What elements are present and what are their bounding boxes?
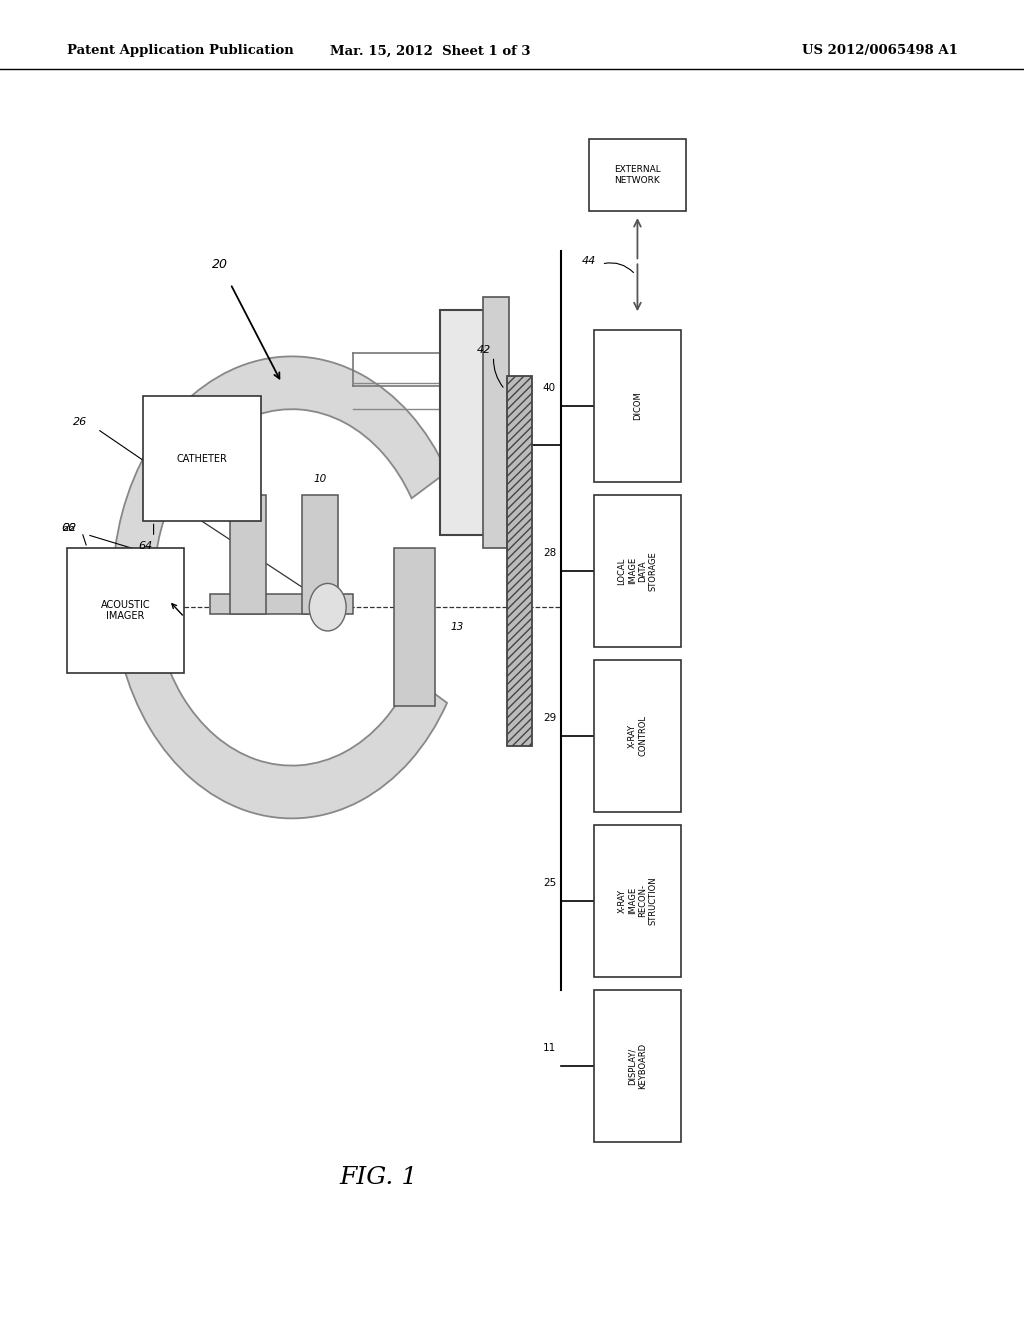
FancyBboxPatch shape <box>483 297 509 548</box>
Wedge shape <box>113 356 447 818</box>
Text: Patent Application Publication: Patent Application Publication <box>67 45 293 57</box>
Text: 66: 66 <box>61 523 76 533</box>
Text: X-RAY
IMAGE
RECON-
STRUCTION: X-RAY IMAGE RECON- STRUCTION <box>617 876 657 925</box>
Circle shape <box>309 583 346 631</box>
FancyBboxPatch shape <box>210 594 353 614</box>
Text: Mar. 15, 2012  Sheet 1 of 3: Mar. 15, 2012 Sheet 1 of 3 <box>330 45 530 57</box>
Text: 13: 13 <box>451 622 464 632</box>
Text: 26: 26 <box>73 417 87 428</box>
Text: 50: 50 <box>242 474 255 484</box>
Text: X-RAY
CONTROL: X-RAY CONTROL <box>628 715 647 756</box>
FancyBboxPatch shape <box>594 660 681 812</box>
Text: LOCAL
IMAGE
DATA
STORAGE: LOCAL IMAGE DATA STORAGE <box>617 550 657 591</box>
Text: 22: 22 <box>62 523 77 533</box>
Text: 64: 64 <box>138 541 153 552</box>
Text: DISPLAY/
KEYBOARD: DISPLAY/ KEYBOARD <box>628 1043 647 1089</box>
Text: US 2012/0065498 A1: US 2012/0065498 A1 <box>802 45 957 57</box>
FancyBboxPatch shape <box>440 310 507 535</box>
Text: 25: 25 <box>543 878 556 887</box>
Text: 44: 44 <box>583 256 596 267</box>
FancyBboxPatch shape <box>594 330 681 482</box>
FancyBboxPatch shape <box>594 990 681 1142</box>
Text: 28: 28 <box>543 548 556 557</box>
FancyBboxPatch shape <box>230 495 266 614</box>
FancyBboxPatch shape <box>594 495 681 647</box>
FancyBboxPatch shape <box>589 139 686 211</box>
Text: FIG. 1: FIG. 1 <box>340 1166 418 1189</box>
Text: ACOUSTIC
IMAGER: ACOUSTIC IMAGER <box>100 599 151 622</box>
Text: 29: 29 <box>543 713 556 722</box>
Text: DICOM: DICOM <box>633 392 642 420</box>
Text: 40: 40 <box>543 383 556 393</box>
FancyBboxPatch shape <box>302 495 338 614</box>
Text: 10: 10 <box>313 474 327 484</box>
Text: 11: 11 <box>543 1043 556 1053</box>
FancyBboxPatch shape <box>143 396 261 521</box>
Text: CATHETER: CATHETER <box>177 454 227 463</box>
Text: EXTERNAL
NETWORK: EXTERNAL NETWORK <box>614 165 660 185</box>
FancyBboxPatch shape <box>594 825 681 977</box>
FancyBboxPatch shape <box>67 548 184 673</box>
FancyBboxPatch shape <box>394 548 435 706</box>
FancyBboxPatch shape <box>507 376 532 746</box>
Text: 42: 42 <box>477 345 492 355</box>
Text: 20: 20 <box>212 257 228 271</box>
